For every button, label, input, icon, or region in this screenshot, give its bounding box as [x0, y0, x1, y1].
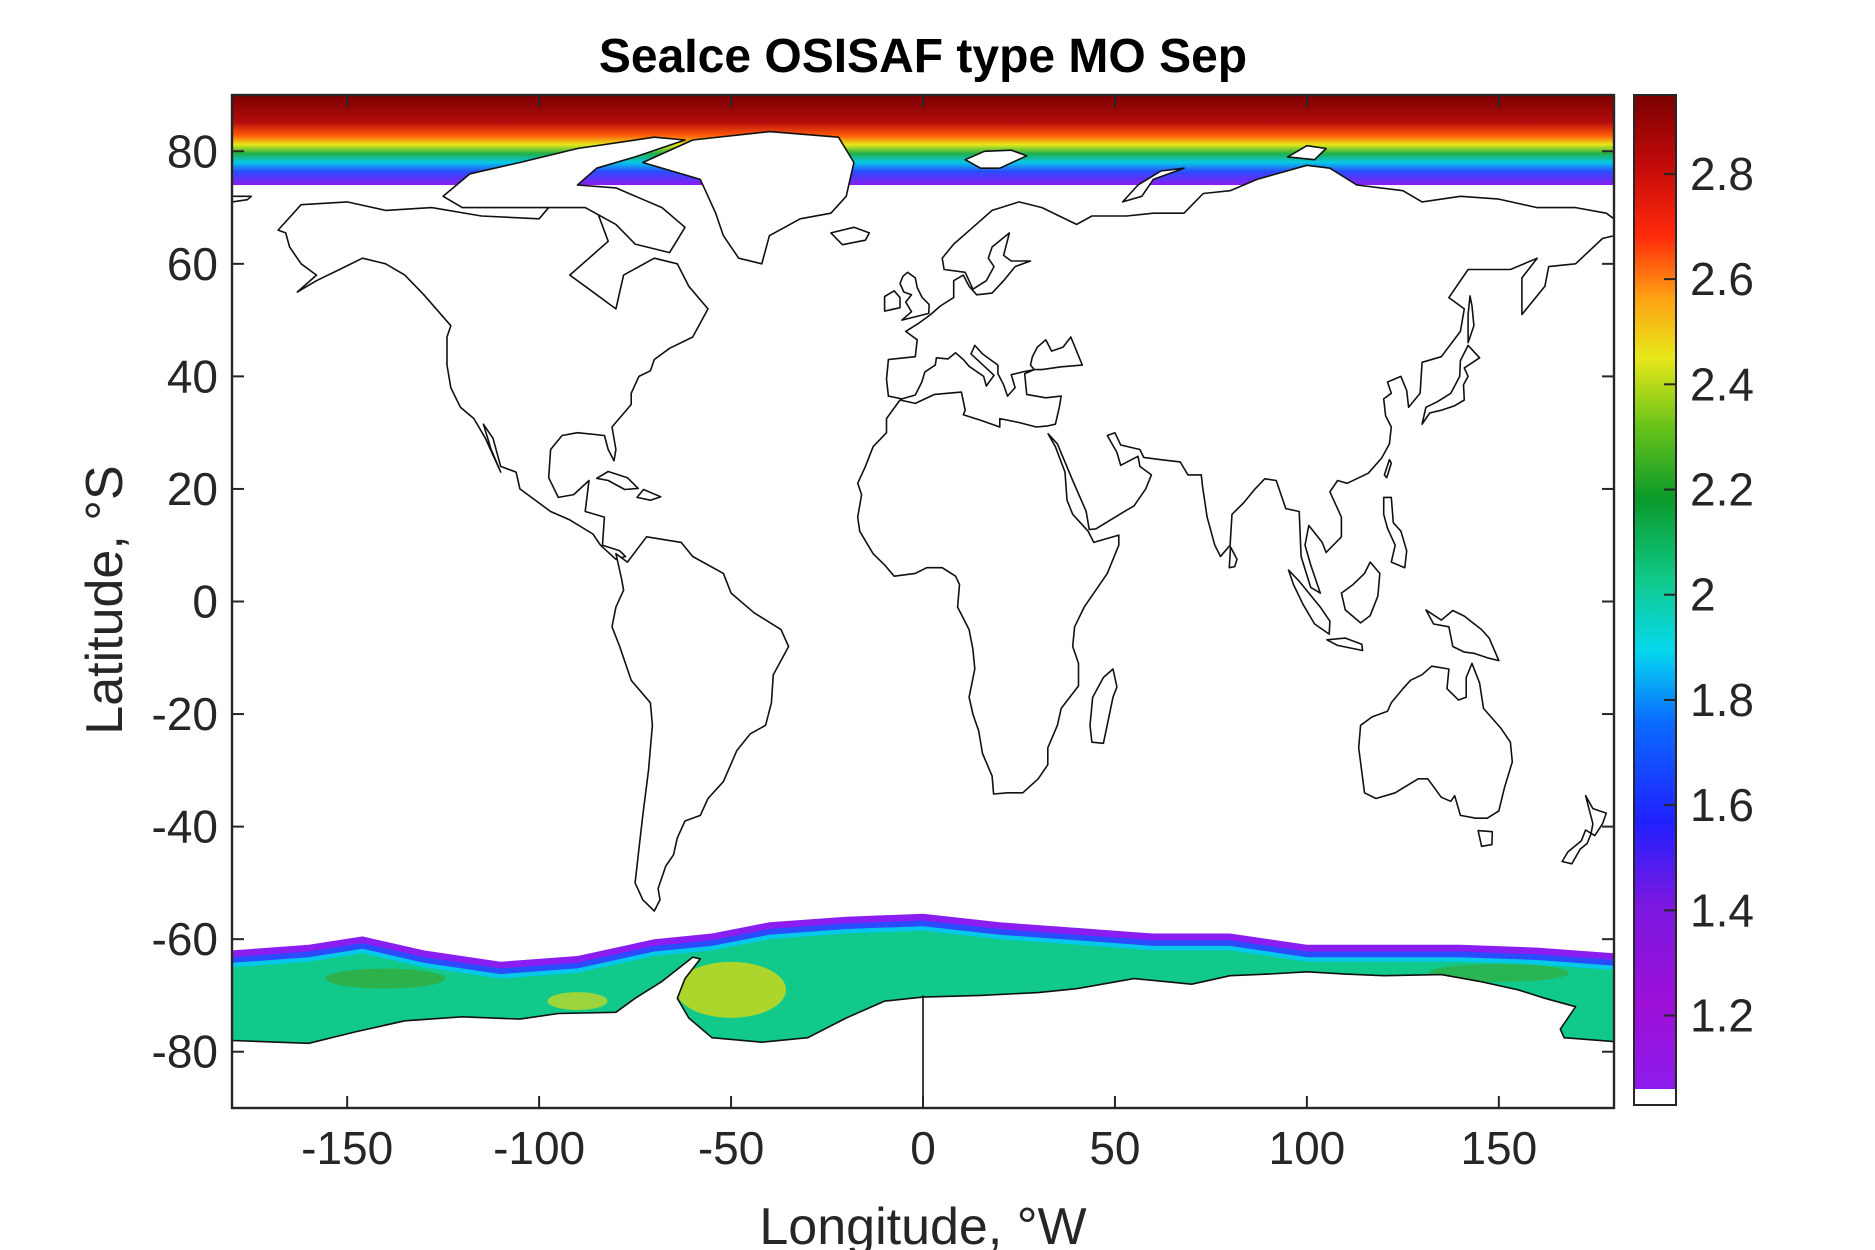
- colorbar-fill: [1634, 95, 1676, 1105]
- landmass-philippines: [1382, 496, 1408, 569]
- x-axis: -150 -100 -50 0 50 100 150: [301, 95, 1537, 1174]
- colorbar-tick-label: 2.8: [1690, 148, 1754, 200]
- y-axis: -80 -60 -40 -20 0 20 40 60 80: [152, 125, 1614, 1078]
- colorbar-tick-label: 1.8: [1690, 674, 1754, 726]
- landmass-greenland: [641, 130, 855, 265]
- y-tick-label: 40: [167, 350, 218, 402]
- y-tick-label: 20: [167, 463, 218, 515]
- landmass-borneo: [1340, 561, 1381, 624]
- landmass-australia: [1357, 662, 1514, 820]
- landmass-sulawesi-java: [1326, 637, 1364, 652]
- y-tick-label: -80: [152, 1026, 218, 1078]
- landmass-new-guinea: [1425, 609, 1500, 662]
- colorbar-tick-label: 1.4: [1690, 884, 1754, 936]
- landmass-severnaya-zemlya: [1286, 144, 1327, 161]
- x-tick-label: -100: [493, 1122, 585, 1174]
- landmass-svalbard: [964, 149, 1028, 169]
- landmass-cuba: [595, 470, 640, 491]
- y-tick-label: 60: [167, 238, 218, 290]
- landmass-novaya-zemlya: [1121, 167, 1185, 203]
- landmass-madagascar-sri-lanka: [1228, 546, 1238, 569]
- landmass-britain: [899, 271, 930, 321]
- east-antarctic-patch: [1428, 963, 1569, 982]
- x-tick-label: 50: [1089, 1122, 1140, 1174]
- x-tick-label: 150: [1460, 1122, 1537, 1174]
- map-layer: [232, 95, 1614, 1108]
- ross-sea-patch: [325, 968, 446, 989]
- y-tick-label: 80: [167, 125, 218, 177]
- colorbar-tick-label: 2: [1690, 569, 1716, 621]
- x-tick-label: -150: [301, 1122, 393, 1174]
- colorbar-ticks: 1.2 1.4 1.6 1.8 2 2.2 2.4 2.6 2.8: [1664, 148, 1754, 1042]
- x-tick-label: 100: [1269, 1122, 1346, 1174]
- landmass-africa-madagascar: [1089, 668, 1118, 745]
- colorbar: 1.2 1.4 1.6 1.8 2 2.2 2.4 2.6 2.8: [1633, 94, 1754, 1106]
- landmass-iceland: [830, 226, 871, 246]
- y-tick-label: -40: [152, 801, 218, 853]
- landmass-north-america: [277, 195, 709, 561]
- colorbar-tick-label: 2.4: [1690, 358, 1754, 410]
- y-tick-label: -60: [152, 913, 218, 965]
- colorbar-white-cap: [1634, 1089, 1676, 1105]
- y-tick-label: -20: [152, 688, 218, 740]
- landmass-south-america: [611, 535, 790, 912]
- landmass-baffin-archipelago: [442, 136, 686, 254]
- colorbar-tick-label: 2.6: [1690, 253, 1754, 305]
- x-tick-label: -50: [698, 1122, 764, 1174]
- y-tick-label: 0: [192, 576, 218, 628]
- landmass-new-zealand: [1561, 794, 1608, 865]
- colorbar-tick-label: 2.2: [1690, 464, 1754, 516]
- colorbar-frame: [1633, 94, 1677, 1106]
- amundsen-sea-patch: [547, 992, 608, 1011]
- colorbar-tick-label: 1.6: [1690, 779, 1754, 831]
- landmass-eurasia: [856, 164, 1614, 795]
- weddell-sea-patch: [676, 961, 787, 1018]
- landmass-hispaniola: [636, 488, 662, 502]
- landmass-japan: [1421, 344, 1481, 426]
- landmass-tasmania: [1477, 829, 1494, 848]
- arctic-ice-band: [232, 95, 1614, 186]
- colorbar-tick-label: 1.2: [1690, 990, 1754, 1042]
- y-axis-label: Latitude, °S: [76, 465, 134, 734]
- landmass-ireland: [883, 289, 901, 312]
- landmass-sakhalin: [1467, 295, 1475, 344]
- landmass-kamchatka-islands: [232, 195, 252, 203]
- x-tick-label: 0: [910, 1122, 936, 1174]
- landmass-sumatra: [1287, 569, 1331, 635]
- x-axis-label: Longitude, °W: [759, 1198, 1086, 1250]
- chart-title: SeaIce OSISAF type MO Sep: [599, 30, 1247, 83]
- landmass-taiwan: [1383, 458, 1393, 479]
